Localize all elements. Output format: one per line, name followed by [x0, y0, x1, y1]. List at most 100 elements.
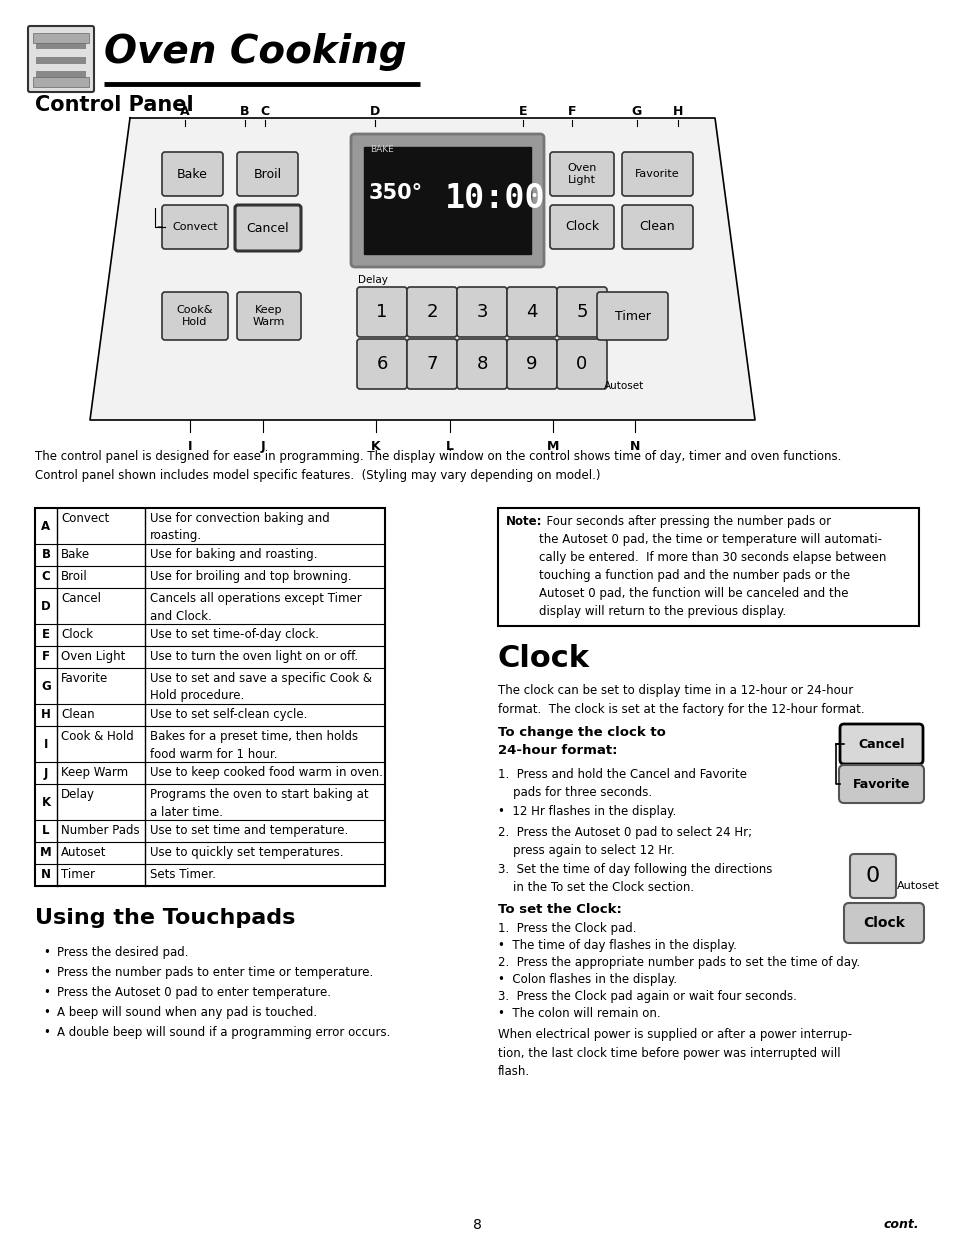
Text: Bake: Bake	[177, 168, 208, 180]
Text: Number Pads: Number Pads	[61, 824, 139, 837]
Text: D: D	[41, 599, 51, 613]
FancyBboxPatch shape	[236, 152, 297, 196]
Text: •  Colon flashes in the display.: • Colon flashes in the display.	[497, 973, 677, 986]
Text: Broil: Broil	[253, 168, 281, 180]
Text: M: M	[40, 846, 51, 860]
Text: 2.  Press the Autoset 0 pad to select 24 Hr;
    press again to select 12 Hr.: 2. Press the Autoset 0 pad to select 24 …	[497, 826, 751, 857]
Text: Bake: Bake	[61, 548, 90, 561]
Text: Cancel: Cancel	[247, 221, 289, 235]
Text: Timer: Timer	[614, 310, 650, 322]
Text: 3.  Set the time of day following the directions
    in the To set the Clock sec: 3. Set the time of day following the dir…	[497, 863, 772, 894]
Text: D: D	[370, 105, 379, 119]
Bar	[36, 42, 86, 48]
Text: Convect: Convect	[61, 513, 110, 525]
Text: 1.  Press the Clock pad.: 1. Press the Clock pad.	[497, 923, 636, 935]
Text: Use to set time-of-day clock.: Use to set time-of-day clock.	[150, 629, 318, 641]
FancyBboxPatch shape	[162, 152, 223, 196]
Text: Cancel: Cancel	[61, 592, 101, 605]
Text: A double beep will sound if a programming error occurs.: A double beep will sound if a programmin…	[57, 1026, 390, 1039]
Text: 5: 5	[576, 303, 587, 321]
Text: To change the clock to
24-hour format:: To change the clock to 24-hour format:	[497, 726, 665, 757]
Text: Clean: Clean	[639, 221, 675, 233]
Text: A beep will sound when any pad is touched.: A beep will sound when any pad is touche…	[57, 1007, 316, 1019]
Bar	[36, 70, 86, 78]
Text: BAKE: BAKE	[370, 144, 394, 154]
Text: Cook & Hold: Cook & Hold	[61, 730, 133, 743]
Text: Autoset: Autoset	[603, 382, 643, 391]
FancyBboxPatch shape	[557, 287, 606, 337]
Text: A: A	[41, 520, 51, 532]
FancyBboxPatch shape	[356, 287, 407, 337]
Text: •: •	[43, 1026, 50, 1039]
Text: Favorite: Favorite	[635, 169, 679, 179]
FancyBboxPatch shape	[550, 205, 614, 249]
Text: 0: 0	[865, 866, 880, 885]
FancyBboxPatch shape	[234, 205, 301, 251]
Bar	[35, 508, 385, 885]
Text: •: •	[43, 966, 50, 979]
Bar	[33, 33, 89, 43]
Text: Broil: Broil	[61, 571, 88, 583]
Text: K: K	[371, 440, 380, 453]
Text: Favorite: Favorite	[852, 778, 909, 790]
Text: 6: 6	[375, 354, 387, 373]
Text: 350°: 350°	[369, 183, 423, 203]
Text: 1: 1	[375, 303, 387, 321]
Bar	[497, 508, 918, 626]
Text: Keep
Warm: Keep Warm	[253, 305, 285, 327]
Bar	[33, 77, 89, 86]
Text: I: I	[188, 440, 193, 453]
Text: Clock: Clock	[61, 629, 92, 641]
Text: When electrical power is supplied or after a power interrup-
tion, the last cloc: When electrical power is supplied or aft…	[497, 1028, 851, 1078]
FancyBboxPatch shape	[506, 338, 557, 389]
Text: Clock: Clock	[862, 916, 904, 930]
Text: •: •	[43, 1007, 50, 1019]
Text: Oven
Light: Oven Light	[567, 163, 596, 185]
FancyBboxPatch shape	[236, 291, 301, 340]
FancyBboxPatch shape	[162, 291, 228, 340]
Text: G: G	[41, 679, 51, 693]
Text: Use to set time and temperature.: Use to set time and temperature.	[150, 824, 348, 837]
Text: 1.  Press and hold the Cancel and Favorite
    pads for three seconds.: 1. Press and hold the Cancel and Favorit…	[497, 768, 746, 799]
Text: Oven Light: Oven Light	[61, 650, 125, 663]
Text: Four seconds after pressing the number pads or
the Autoset 0 pad, the time or te: Four seconds after pressing the number p…	[538, 515, 885, 618]
Text: The control panel is designed for ease in programming. The display window on the: The control panel is designed for ease i…	[35, 450, 841, 482]
Text: K: K	[41, 795, 51, 809]
Bar	[36, 57, 86, 64]
Text: Use to keep cooked food warm in oven.: Use to keep cooked food warm in oven.	[150, 766, 382, 779]
Text: Clean: Clean	[61, 708, 94, 721]
Text: Use to turn the oven light on or off.: Use to turn the oven light on or off.	[150, 650, 357, 663]
Text: 3.  Press the Clock pad again or wait four seconds.: 3. Press the Clock pad again or wait fou…	[497, 990, 796, 1003]
Text: M: M	[546, 440, 558, 453]
FancyBboxPatch shape	[456, 338, 506, 389]
Text: J: J	[260, 440, 265, 453]
Text: Use to set self-clean cycle.: Use to set self-clean cycle.	[150, 708, 307, 721]
Text: Press the number pads to enter time or temperature.: Press the number pads to enter time or t…	[57, 966, 373, 979]
Text: The clock can be set to display time in a 12-hour or 24-hour
format.  The clock : The clock can be set to display time in …	[497, 684, 863, 715]
Text: B: B	[42, 548, 51, 562]
Text: Note:: Note:	[505, 515, 542, 529]
Text: Clock: Clock	[497, 643, 589, 673]
Text: H: H	[672, 105, 682, 119]
Text: •  The time of day flashes in the display.: • The time of day flashes in the display…	[497, 939, 736, 952]
Text: F: F	[567, 105, 576, 119]
Text: 8: 8	[476, 354, 487, 373]
Text: J: J	[44, 767, 49, 779]
Text: 8: 8	[472, 1218, 481, 1233]
Text: 9: 9	[526, 354, 537, 373]
Text: Press the Autoset 0 pad to enter temperature.: Press the Autoset 0 pad to enter tempera…	[57, 986, 331, 999]
FancyBboxPatch shape	[356, 338, 407, 389]
Text: Press the desired pad.: Press the desired pad.	[57, 946, 189, 960]
Text: Keep Warm: Keep Warm	[61, 766, 128, 779]
Text: 0: 0	[576, 354, 587, 373]
Text: 2.  Press the appropriate number pads to set the time of day.: 2. Press the appropriate number pads to …	[497, 956, 860, 969]
Text: A: A	[180, 105, 190, 119]
Text: E: E	[42, 629, 50, 641]
Text: 3: 3	[476, 303, 487, 321]
Text: •: •	[43, 946, 50, 960]
FancyBboxPatch shape	[838, 764, 923, 803]
Text: cont.: cont.	[882, 1218, 918, 1231]
Text: Control Panel: Control Panel	[35, 95, 193, 115]
FancyBboxPatch shape	[28, 26, 94, 91]
FancyBboxPatch shape	[364, 147, 531, 254]
